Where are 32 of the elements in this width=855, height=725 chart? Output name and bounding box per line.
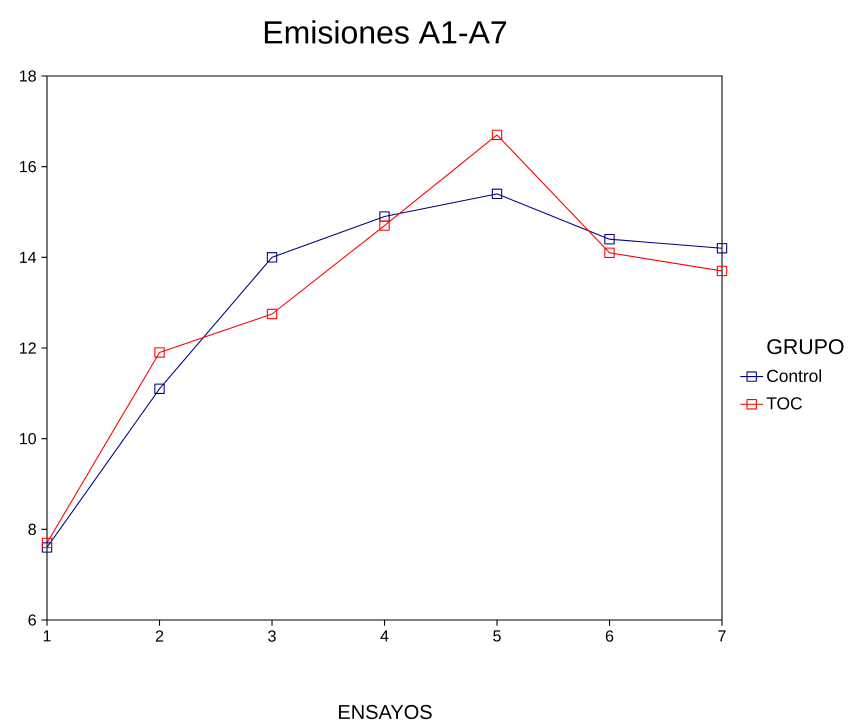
- x-tick-label: 2: [156, 630, 164, 642]
- point: [492, 188, 502, 200]
- y-tick-label: 8: [28, 524, 36, 535]
- point: [379, 220, 390, 231]
- y-tick-label: 14: [20, 252, 36, 263]
- point: [266, 308, 278, 320]
- point: [266, 252, 278, 263]
- y-tick-label: 6: [28, 614, 36, 626]
- chart-title: Emisiones A1-A7: [264, 20, 506, 44]
- point: [154, 347, 165, 358]
- point: [492, 130, 502, 140]
- x-axis-title: ENSAYOS: [339, 704, 432, 720]
- x-tick-label: 6: [606, 630, 614, 642]
- point: [604, 234, 615, 244]
- x-tick-label: 1: [44, 630, 51, 642]
- x-tick-label: 5: [493, 630, 501, 642]
- point: [716, 243, 728, 254]
- legend-label: TOC: [766, 397, 802, 410]
- point: [604, 248, 615, 258]
- x-tick-label: 7: [718, 630, 726, 642]
- point: [42, 538, 52, 548]
- point: [716, 266, 728, 276]
- x-tick-label: 3: [268, 630, 276, 642]
- point: [42, 542, 52, 553]
- legend-label: Control: [767, 369, 821, 382]
- legend-title: GRUPO: [767, 339, 844, 354]
- y-tick-label: 10: [20, 433, 36, 444]
- y-tick-label: 16: [20, 161, 36, 172]
- y-tick-label: 12: [20, 342, 36, 354]
- x-tick-label: 4: [380, 630, 388, 642]
- y-tick-label: 18: [20, 70, 36, 82]
- point: [154, 384, 165, 394]
